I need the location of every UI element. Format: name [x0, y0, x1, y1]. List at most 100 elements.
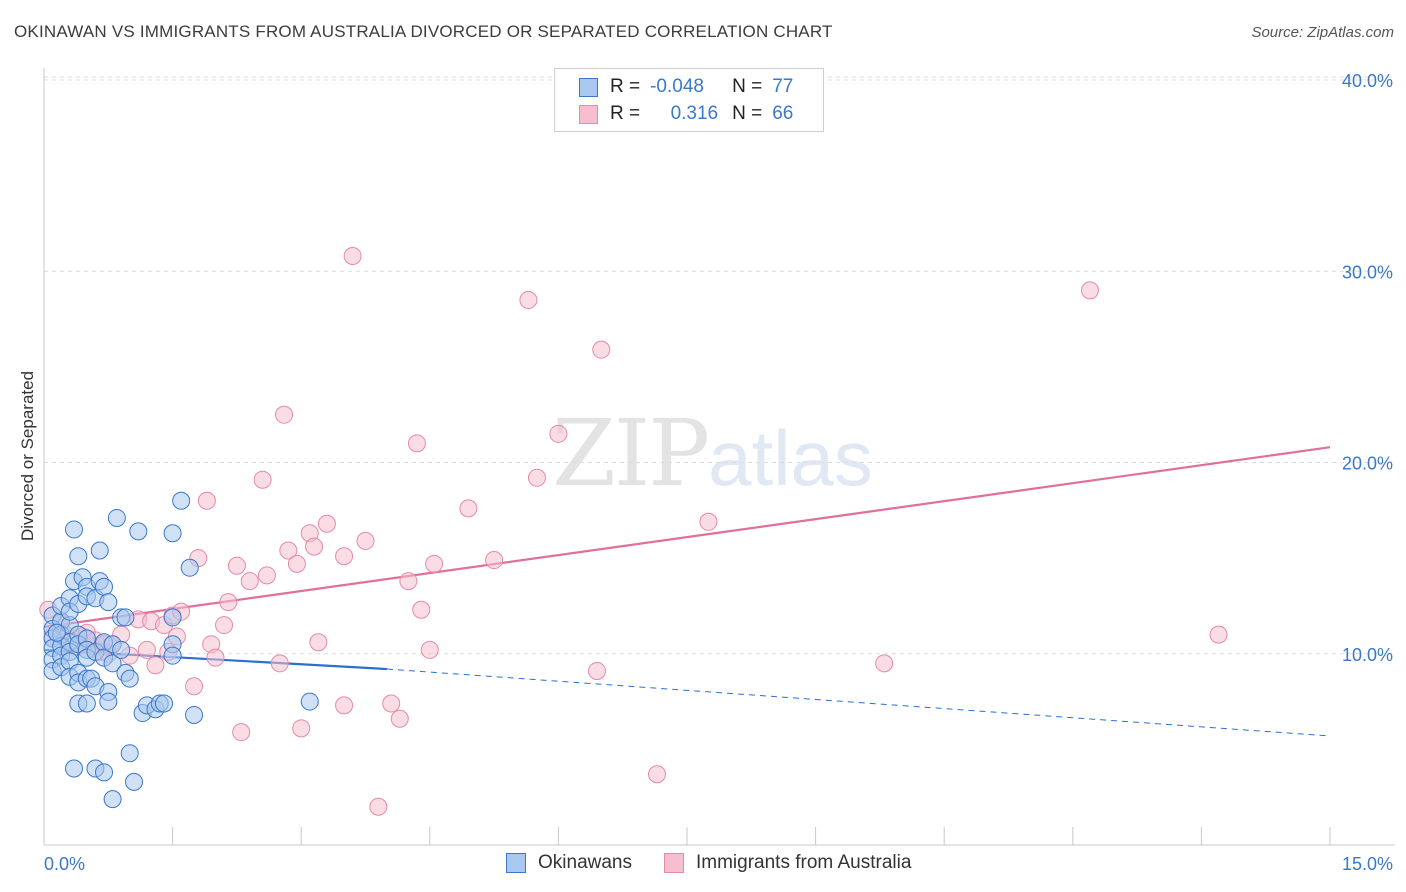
okinawan-point: [65, 759, 84, 778]
okinawan-point: [103, 790, 122, 809]
okinawan-point: [99, 692, 118, 711]
blue-swatch: [579, 77, 598, 97]
australia-point: [206, 648, 225, 667]
australia-point: [592, 340, 611, 359]
australia-point: [309, 633, 328, 652]
australia-trend-line: [43, 446, 1331, 629]
legend-n-value: 66: [772, 103, 794, 124]
australia-point: [275, 405, 294, 424]
okinawan-point: [77, 694, 96, 713]
australia-point: [1080, 281, 1099, 300]
australia-point: [647, 765, 666, 784]
australia-point: [197, 491, 216, 510]
australia-point: [137, 640, 156, 659]
australia-point: [270, 654, 289, 673]
australia-point: [369, 797, 388, 816]
australia-point: [240, 572, 259, 591]
australia-point: [232, 723, 251, 742]
australia-point: [146, 656, 165, 675]
legend-r-label: R =: [610, 103, 641, 124]
australia-point: [335, 547, 354, 566]
legend-row-australia: R = 0.316 N = 66: [579, 102, 793, 126]
okinawan-point: [47, 623, 66, 642]
australia-point: [587, 661, 606, 680]
series-legend: Okinawans Immigrants from Australia: [506, 852, 911, 874]
australia-point: [343, 246, 362, 265]
okinawan-point: [163, 524, 182, 543]
legend-r-value: 0.316: [670, 103, 719, 124]
australia-point: [185, 677, 204, 696]
okinawan-point: [172, 491, 191, 510]
australia-point: [215, 616, 234, 635]
legend-r-label: R =: [610, 76, 641, 97]
x-tick-label: 15.0%: [1342, 854, 1393, 874]
y-axis-title: Divorced or Separated: [18, 371, 37, 541]
watermark: ZIPatlas: [552, 400, 873, 507]
australia-point: [485, 551, 504, 570]
australia-point: [412, 600, 431, 619]
australia-point: [425, 554, 444, 573]
okinawan-point: [120, 669, 139, 688]
australia-point: [257, 566, 276, 585]
okinawan-point: [180, 558, 199, 577]
watermark-zip: ZIP: [552, 400, 710, 507]
correlation-legend: R = -0.048 N = 77 R = 0.316 N = 66: [554, 68, 824, 132]
okinawan-point: [129, 522, 148, 541]
australia-point: [549, 424, 568, 443]
australia-point: [390, 709, 409, 728]
okinawan-point: [107, 508, 126, 527]
australia-point: [227, 556, 246, 575]
australia-point: [699, 512, 718, 531]
okinawan-trend-extension: [386, 668, 1331, 737]
okinawan-point: [155, 694, 174, 713]
legend-n-label: N =: [732, 76, 763, 97]
y-tick-label: 40.0%: [1342, 71, 1393, 91]
axes: [43, 68, 1395, 846]
australia-point: [420, 640, 439, 659]
legend-row-okinawans: R = -0.048 N = 77: [579, 75, 793, 99]
australia-point: [287, 554, 306, 573]
legend-r-value: -0.048: [650, 76, 704, 97]
australia-point: [382, 694, 401, 713]
gridlines: [44, 76, 1395, 655]
data-points: [39, 246, 1228, 816]
australia-point: [253, 470, 272, 489]
australia-point: [459, 499, 478, 518]
australia-point: [519, 290, 538, 309]
okinawan-point: [65, 520, 84, 539]
australia-point: [305, 537, 324, 556]
watermark-atlas: atlas: [708, 414, 873, 502]
australia-point: [527, 468, 546, 487]
australia-point: [1209, 625, 1228, 644]
y-tick-label: 30.0%: [1342, 262, 1393, 282]
okinawan-point: [300, 692, 319, 711]
pink-swatch: [579, 104, 598, 124]
australia-point: [317, 514, 336, 533]
okinawans-swatch: [506, 853, 526, 873]
legend-n-value: 77: [772, 76, 794, 97]
australia-point: [292, 719, 311, 738]
australia-point: [219, 593, 238, 612]
tick-labels: 10.0% 20.0% 30.0% 40.0% 0.0% 15.0% Divorced or…: [18, 71, 1393, 874]
chart-title: OKINAWAN VS IMMIGRANTS FROM AUSTRALIA DI…: [14, 22, 833, 41]
australia-point: [875, 654, 894, 673]
okinawan-point: [116, 608, 135, 627]
source-label: Source: ZipAtlas.com: [1251, 24, 1394, 41]
okinawan-point: [112, 640, 131, 659]
australia-point: [399, 572, 418, 591]
okinawan-point: [95, 577, 114, 596]
okinawan-point: [69, 547, 88, 566]
legend-okinawans: Okinawans: [538, 852, 632, 873]
okinawan-point: [163, 608, 182, 627]
okinawan-point: [120, 744, 139, 763]
okinawan-point: [90, 541, 109, 560]
australia-point: [407, 434, 426, 453]
australia-point: [356, 531, 375, 550]
trend-lines: [43, 446, 1331, 737]
legend-n-label: N =: [732, 103, 763, 124]
okinawan-point: [185, 705, 204, 724]
australia-swatch: [664, 853, 684, 873]
okinawan-point: [125, 772, 144, 791]
y-tick-label: 20.0%: [1342, 454, 1393, 474]
